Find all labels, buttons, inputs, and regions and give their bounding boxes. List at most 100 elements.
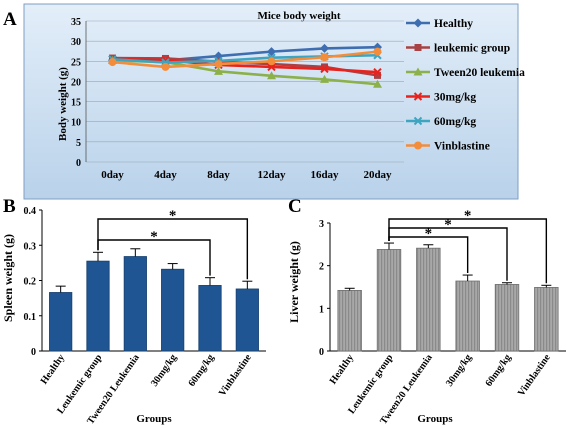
- panel-c-x-tick-30mg-kg: 30mg/kg: [444, 352, 474, 388]
- series-point-vinblastine: [267, 57, 276, 66]
- panel-a-y-tick: 20: [71, 77, 81, 88]
- panel-c-bar-tween20-leukemia: [416, 247, 441, 352]
- panel-a-y-ticks: 0 5 10 15 20 25 30 35: [71, 17, 81, 169]
- panel-a-x-tick-20day: 20day: [363, 169, 392, 181]
- panel-c-bar-30mg-kg: [455, 280, 480, 352]
- panel-c-significance-bracket: [388, 227, 508, 281]
- series-point-healthy: [320, 43, 329, 53]
- legend-marker: [414, 141, 422, 150]
- series-point-30mg-kg: [320, 64, 329, 74]
- legend-label: Tween20 leukemia: [434, 67, 525, 79]
- panel-b-bar-leukemic-group: [86, 260, 110, 352]
- series-line-vinblastine: [112, 50, 378, 69]
- panel-b-bar-30mg-kg: [161, 268, 185, 352]
- panel-c-bar-vinblastine: [534, 287, 559, 352]
- panel-b-ylabel: Spleen weight (g): [1, 234, 15, 322]
- panel-c-x-tick-vinblastine: Vinblastine: [516, 352, 553, 399]
- panel-b-x-tick-vinblastine: Vinblastine: [217, 352, 254, 399]
- panel-c-y-tick: 1: [319, 304, 324, 315]
- panel-label-c: C: [288, 196, 302, 217]
- series-point-tween20-leukemia: [267, 71, 276, 80]
- panel-b-x-tick-healthy: Healthy: [39, 352, 67, 386]
- panel-b-x-tick-60mg-kg: 60mg/kg: [186, 352, 216, 388]
- panel-a-y-tick: 30: [71, 37, 81, 48]
- panel-a-grid: [85, 20, 404, 163]
- series-point-leukemic-group: [321, 63, 328, 71]
- series-point-healthy: [267, 47, 276, 57]
- series-point-vinblastine: [320, 53, 329, 62]
- panel-b-significance-star: *: [150, 229, 158, 245]
- panel-b-significance-star: *: [169, 208, 177, 224]
- series-point-30mg-kg: [373, 67, 382, 77]
- panel-c-significance-star: *: [425, 226, 433, 242]
- panel-a-x-tick-16day: 16day: [310, 169, 339, 181]
- panel-a-x-ticks: 0day 4day 8day 12day 16day 20day: [101, 169, 392, 181]
- legend-marker: [413, 18, 423, 28]
- panel-c-bar-60mg-kg: [494, 284, 520, 352]
- panel-c-y-tick: 3: [319, 219, 324, 230]
- legend-label: leukemic group: [434, 43, 510, 55]
- series-point-tween20-leukemia: [214, 66, 223, 75]
- series-point-vinblastine: [161, 62, 170, 71]
- legend-item-leukemic-group: leukemic group: [406, 43, 510, 55]
- panel-c-significance-bracket: [388, 236, 469, 274]
- series-point-30mg-kg: [267, 62, 276, 72]
- legend-item-healthy: Healthy: [406, 18, 473, 30]
- panel-c-y-tick: 0: [319, 347, 324, 358]
- panel-c: C Liver weight (g) Groups 0123HealthyLeu…: [287, 196, 566, 427]
- panel-b: B Spleen weight (g) Groups 0 0.1 0.2 0.3 0.4…: [1, 196, 266, 427]
- legend-marker: [413, 67, 423, 76]
- panel-c-significance-star: *: [444, 217, 452, 233]
- panel-label-b: B: [3, 196, 16, 217]
- series-point-vinblastine: [108, 58, 117, 67]
- legend-marker: [413, 92, 423, 101]
- panel-b-xlabel: Groups: [136, 413, 172, 425]
- panel-a-x-tick-0day: 0day: [101, 169, 124, 181]
- panel-c-ylabel: Liver weight (g): [287, 241, 301, 323]
- panel-a-y-tick: 35: [71, 17, 81, 28]
- panel-label-a: A: [3, 9, 17, 30]
- legend-item-vinblastine: Vinblastine: [406, 141, 490, 153]
- panel-c-x-tick-healthy: Healthy: [328, 352, 356, 386]
- panel-a-y-tick: 0: [76, 158, 81, 169]
- panel-b-y-tick: 0.3: [24, 241, 37, 252]
- panel-c-bar-leukemic-group: [376, 249, 402, 352]
- panel-b-bar-tween20-leukemia: [123, 256, 147, 352]
- panel-a-y-tick: 10: [71, 118, 81, 129]
- legend-item-tween20-leukemia: Tween20 leukemia: [406, 67, 525, 79]
- panel-b-x-tick-30mg-kg: 30mg/kg: [149, 352, 179, 388]
- panel-a-y-tick: 5: [76, 138, 81, 149]
- legend-label: Healthy: [434, 18, 473, 30]
- legend-item-30mg-kg: 30mg/kg: [406, 92, 476, 104]
- series-point-vinblastine: [214, 60, 223, 69]
- panel-c-xlabel: Groups: [417, 413, 453, 425]
- panel-b-bar-vinblastine: [235, 288, 259, 352]
- panel-b-bar-60mg-kg: [198, 285, 222, 352]
- panel-c-significance-star: *: [464, 208, 472, 224]
- legend-marker: [414, 44, 422, 51]
- panel-a-series: [108, 42, 382, 88]
- legend-label: 60mg/kg: [434, 116, 476, 128]
- panel-a-y-tick: 25: [71, 57, 81, 68]
- panel-c-x-tick-60mg-kg: 60mg/kg: [483, 352, 513, 388]
- panel-b-y-tick: 0: [31, 347, 36, 358]
- panel-a-legend: Healthy leukemic group Tween20 leukemia 30m…: [406, 18, 525, 153]
- panel-b-y-tick: 0.2: [24, 277, 37, 288]
- series-line-30mg-kg: [112, 57, 378, 74]
- panel-a-ylabel: Body weight (g): [57, 67, 69, 141]
- panel-b-significance-bracket: [97, 239, 211, 276]
- panel-a-x-tick-8day: 8day: [207, 169, 230, 181]
- panel-c-y-tick: 2: [319, 262, 324, 273]
- series-point-tween20-leukemia: [373, 79, 382, 88]
- panel-b-significance-bracket: [97, 218, 249, 280]
- panel-b-y-tick: 0.4: [24, 206, 37, 217]
- series-point-leukemic-group: [374, 71, 381, 79]
- panel-a-x-tick-4day: 4day: [154, 169, 177, 181]
- panel-b-bar-healthy: [49, 292, 73, 352]
- legend-label: 30mg/kg: [434, 92, 476, 104]
- panel-a-y-tick: 15: [71, 98, 81, 109]
- series-point-vinblastine: [373, 47, 382, 56]
- legend-marker: [413, 116, 423, 126]
